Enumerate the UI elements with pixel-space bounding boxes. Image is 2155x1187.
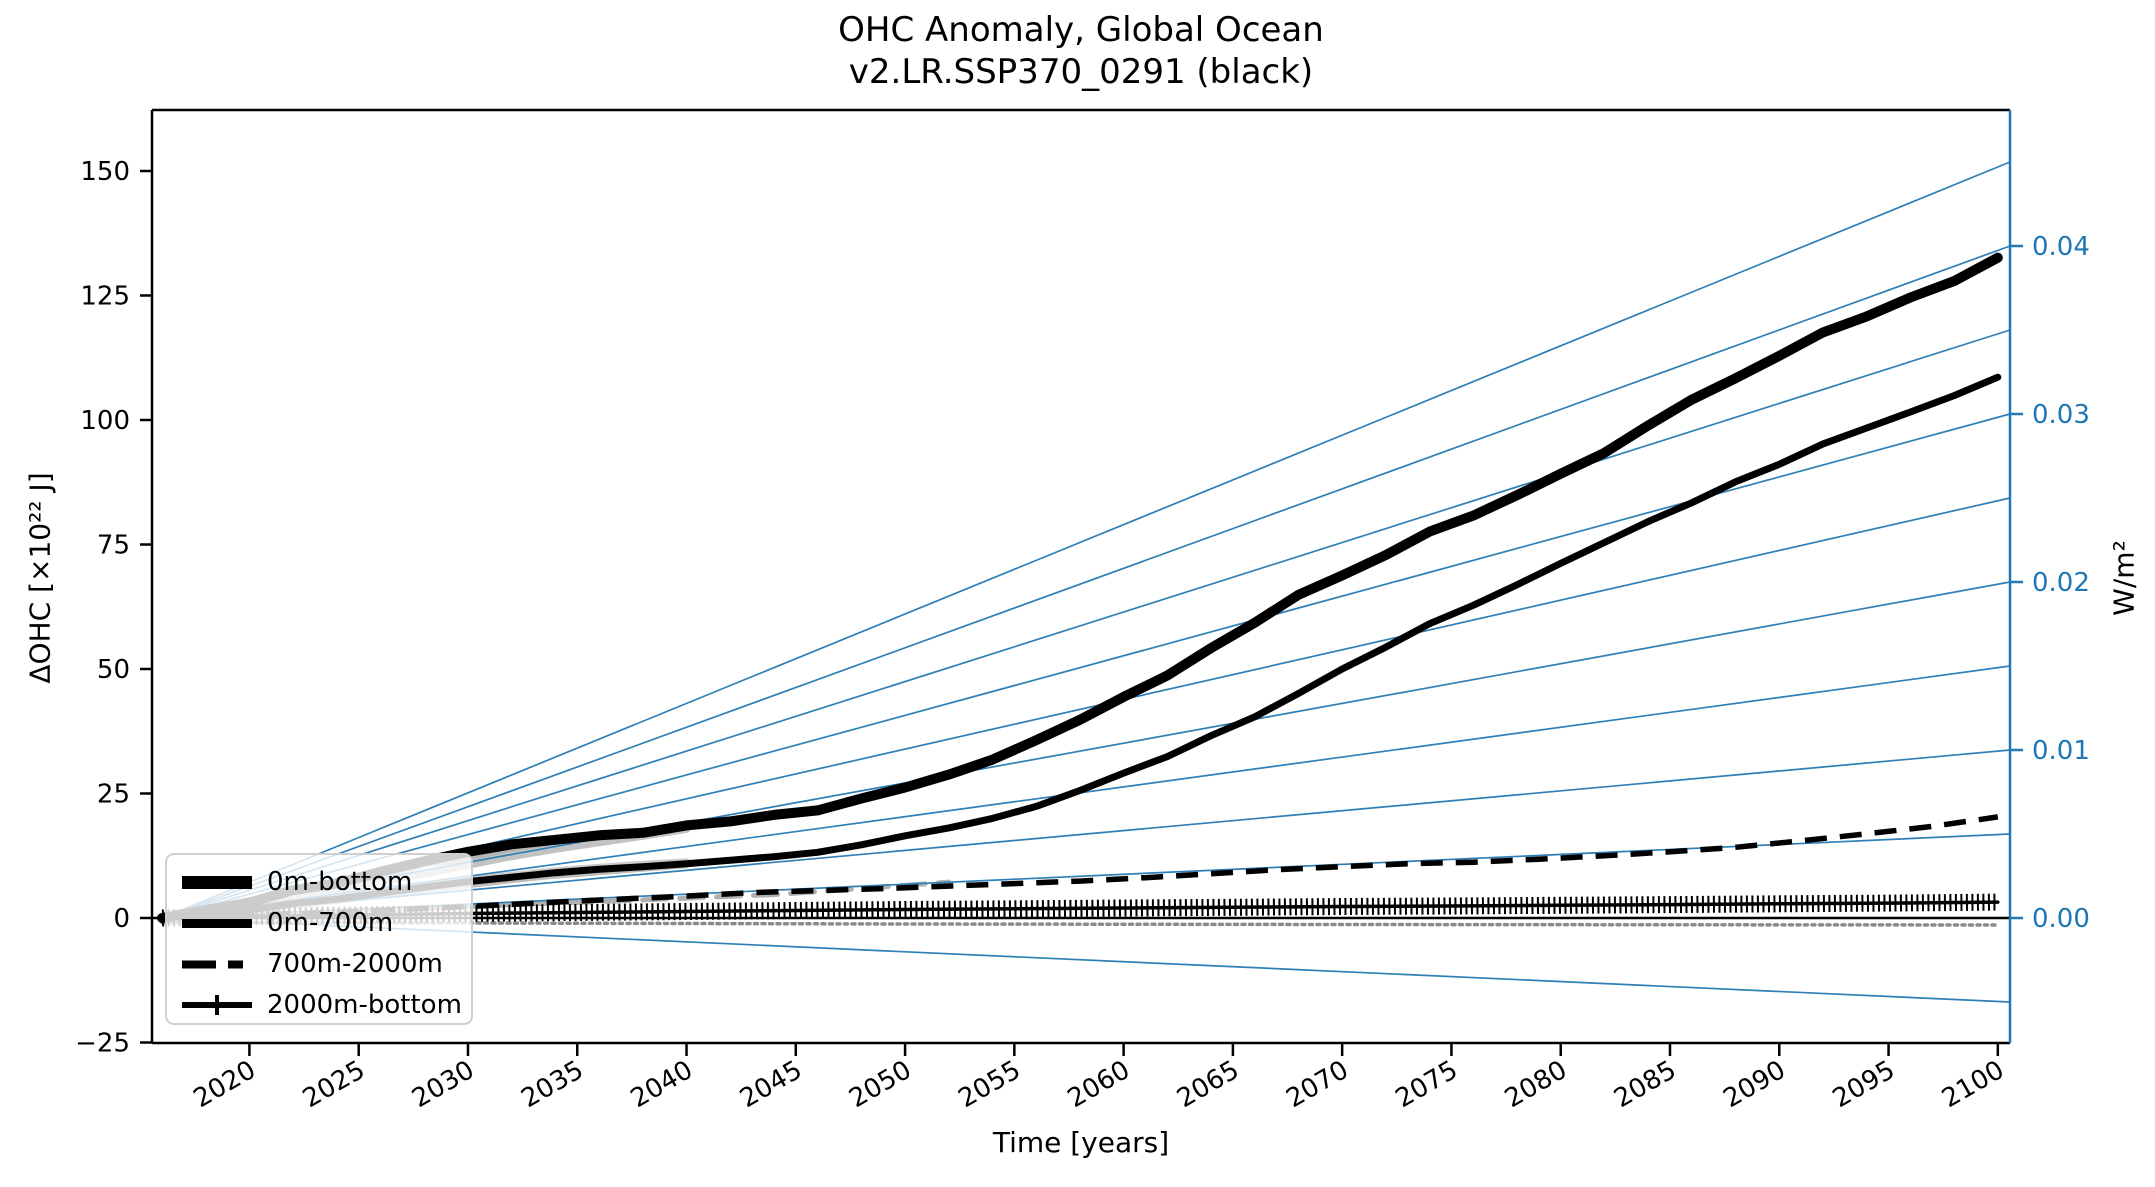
legend-key-solid-thick-line <box>179 872 255 892</box>
x-tick-label: 2070 <box>1281 1055 1353 1114</box>
left-tick-label: 0 <box>113 904 130 934</box>
heat-flux-reference-line <box>161 161 2011 919</box>
left-tick-label: 125 <box>80 282 130 312</box>
series-line-700m-2000m <box>161 814 1999 921</box>
left-tick-label: 25 <box>97 780 130 810</box>
heat-flux-reference-line <box>161 413 2011 919</box>
left-tick-label: 150 <box>80 157 130 187</box>
right-tick-label: 0.03 <box>2032 400 2090 430</box>
legend-label: 0m-700m <box>267 907 394 938</box>
legend-item-700m-2000m: 700m-2000m <box>179 943 471 984</box>
series-line-0m-bottom <box>157 252 2003 923</box>
x-tick-label: 2035 <box>516 1055 588 1114</box>
heat-flux-reference-line <box>161 245 2011 919</box>
chart-title-line2: v2.LR.SSP370_0291 (black) <box>848 52 1314 92</box>
series-line-0m-700m <box>158 373 2002 922</box>
x-tick-label: 2055 <box>954 1055 1026 1114</box>
x-tick-label: 2100 <box>1937 1055 2009 1114</box>
x-tick-label: 2075 <box>1391 1055 1463 1114</box>
left-tick-label: 50 <box>97 655 130 685</box>
right-tick-label: 0.02 <box>2032 568 2090 598</box>
x-tick-label: 2060 <box>1063 1055 1135 1114</box>
x-tick-label: 2025 <box>298 1055 370 1114</box>
legend-item-0m-700m: 0m-700m <box>179 902 471 943</box>
legend-key-solid-line <box>179 913 255 933</box>
x-tick-label: 2095 <box>1828 1055 1900 1114</box>
right-tick-label: 0.04 <box>2032 232 2090 262</box>
chart-title-line1: OHC Anomaly, Global Ocean <box>838 10 1324 50</box>
x-tick-label: 2030 <box>407 1055 479 1114</box>
legend-label: 700m-2000m <box>267 948 443 979</box>
legend: 0m-bottom 0m-700m 700m-2000m 200 <box>165 853 473 1025</box>
x-tick-label: 2085 <box>1609 1055 1681 1114</box>
right-tick-label: 0.01 <box>2032 736 2090 766</box>
x-tick-label: 2050 <box>844 1055 916 1114</box>
left-tick-label: 100 <box>80 406 130 436</box>
legend-item-2000m-bottom: 2000m-bottom <box>179 984 471 1025</box>
legend-item-0m-bottom: 0m-bottom <box>179 861 471 902</box>
left-tick-label: −25 <box>75 1029 130 1059</box>
x-tick-label: 2045 <box>735 1055 807 1114</box>
legend-label: 2000m-bottom <box>267 989 462 1020</box>
legend-label: 0m-bottom <box>267 866 413 897</box>
x-tick-label: 2020 <box>189 1055 261 1114</box>
x-tick-label: 2090 <box>1718 1055 1790 1114</box>
legend-key-plus-marker-line <box>179 993 255 1017</box>
legend-key-dashed-line <box>179 954 255 974</box>
x-tick-label: 2040 <box>626 1055 698 1114</box>
left-tick-label: 75 <box>97 531 130 561</box>
heat-flux-reference-line <box>161 329 2011 919</box>
x-axis-label: Time [years] <box>992 1126 1170 1159</box>
right-tick-label: 0.00 <box>2032 904 2090 934</box>
x-tick-label: 2065 <box>1172 1055 1244 1114</box>
x-tick-label: 2080 <box>1500 1055 1572 1114</box>
